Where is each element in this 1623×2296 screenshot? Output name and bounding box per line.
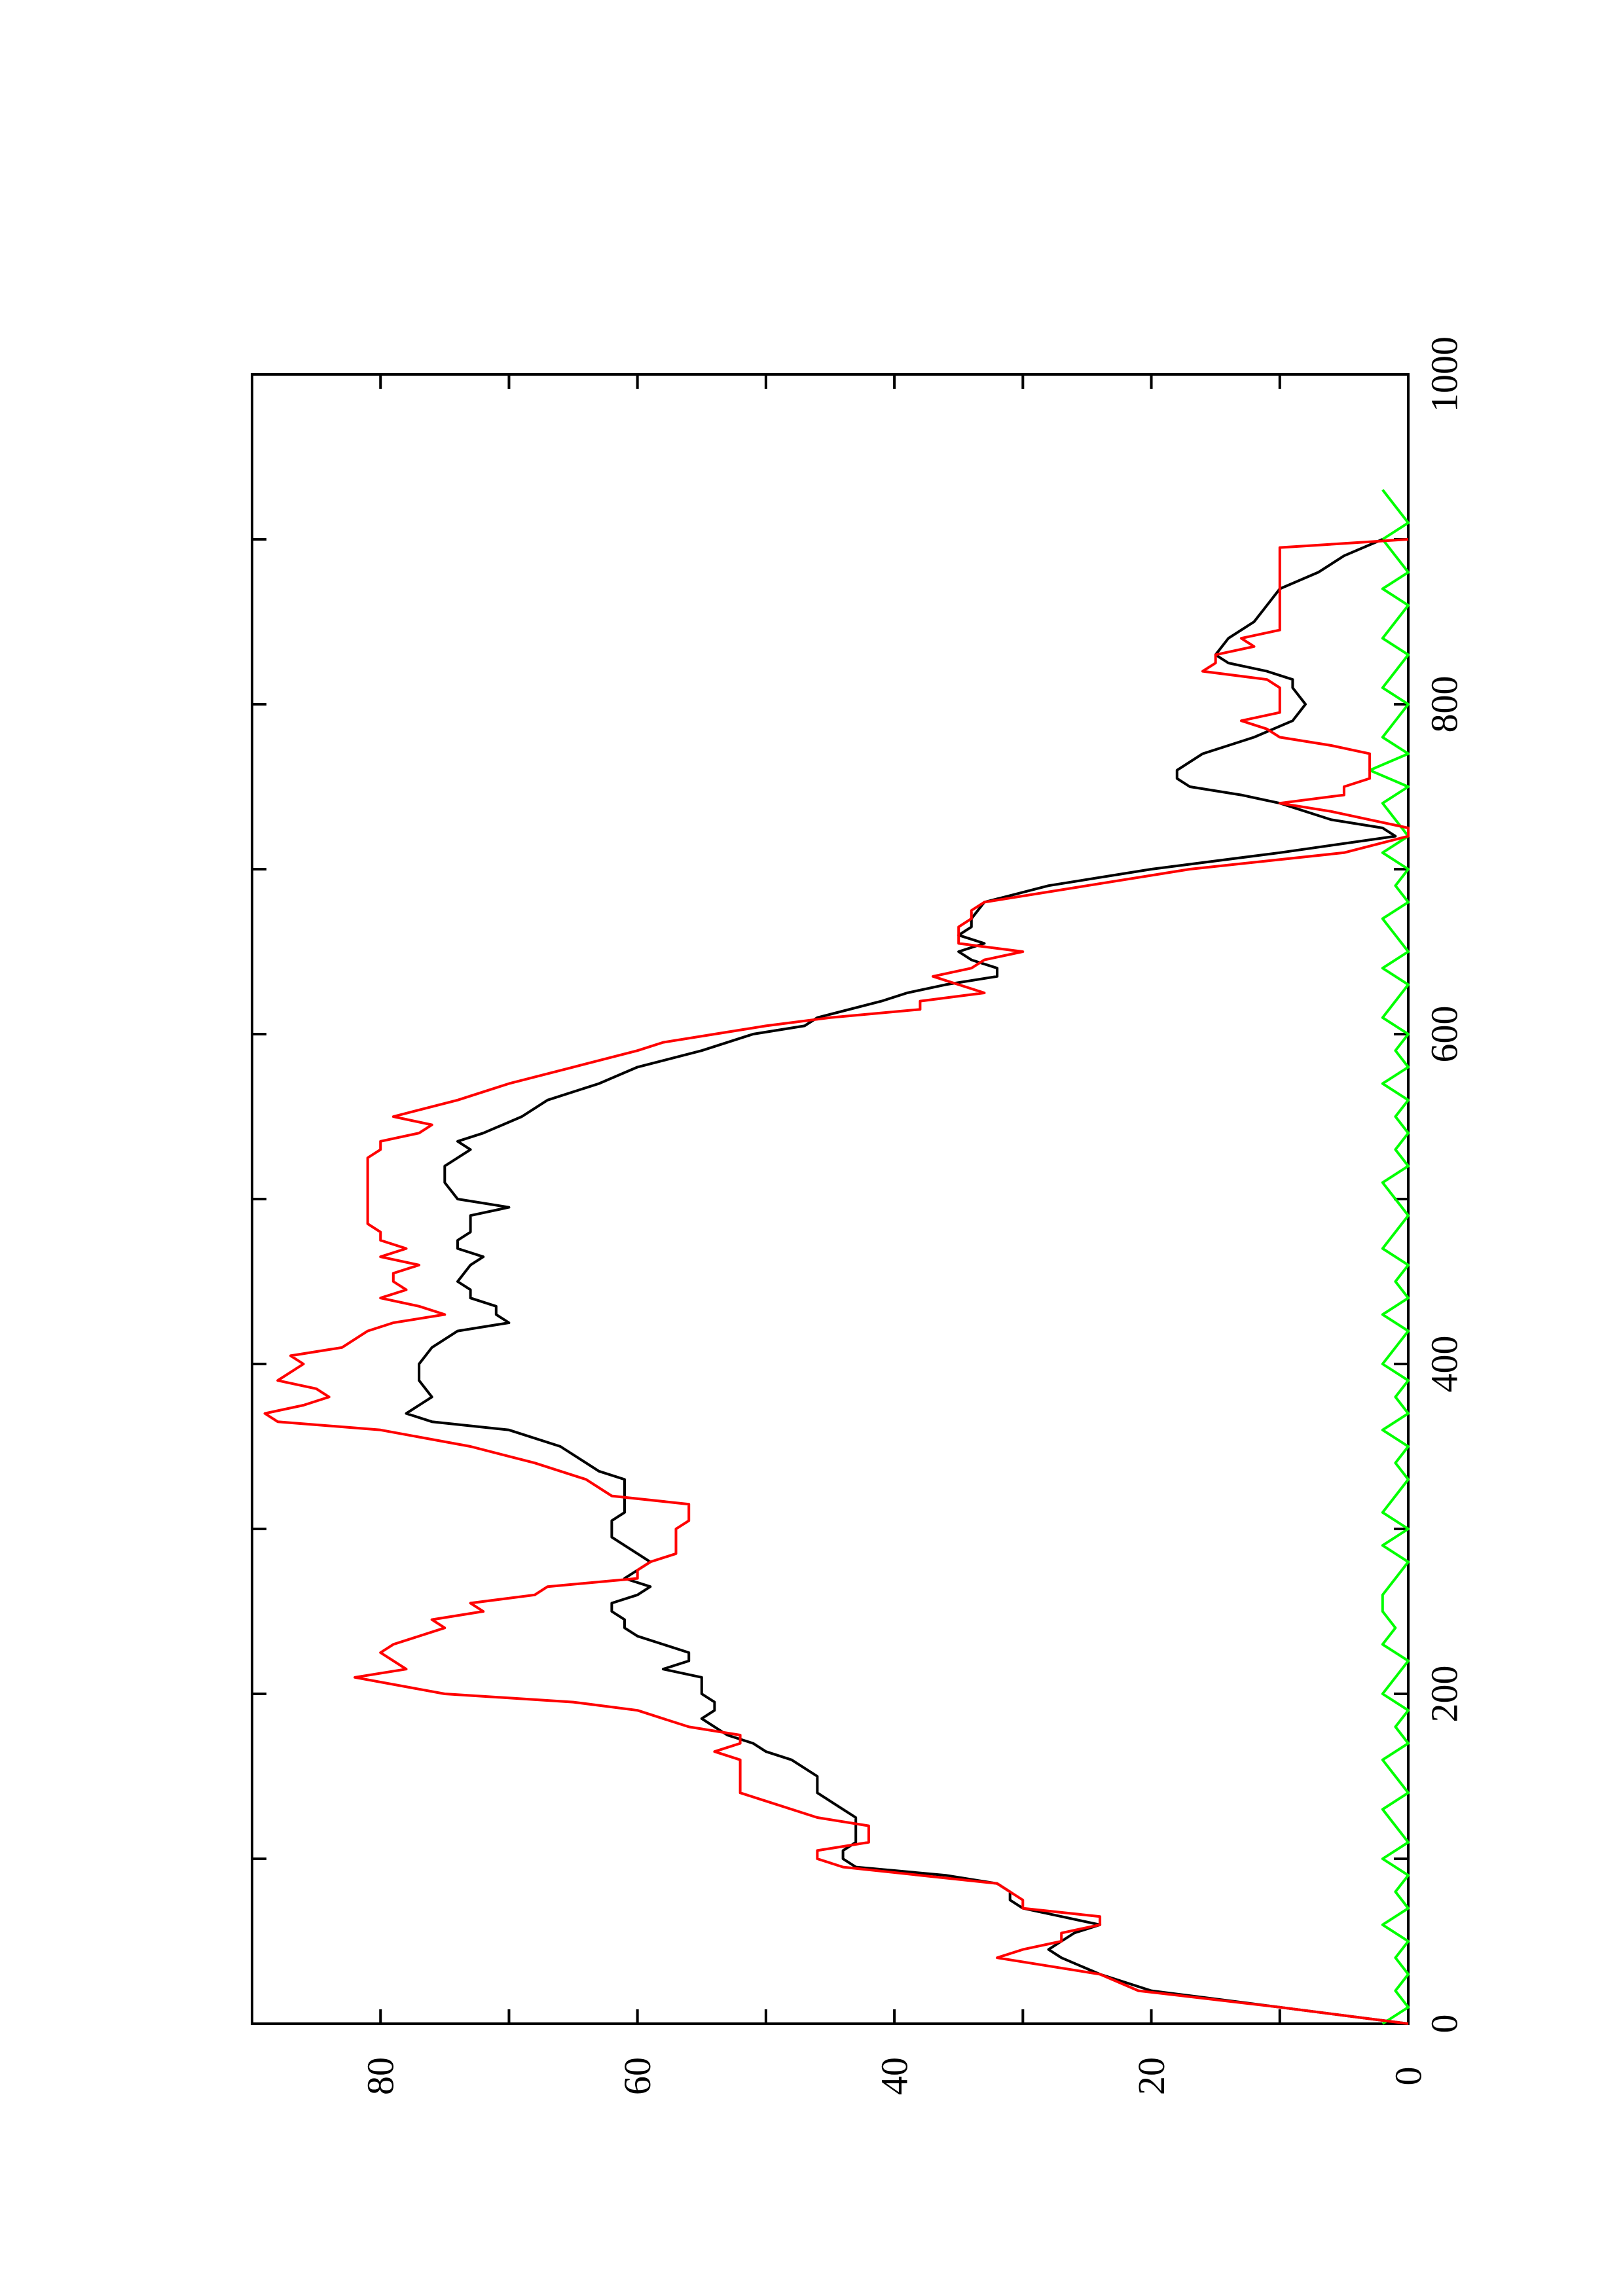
- series-line: [405, 538, 1409, 2025]
- y-tick-label: 20: [1130, 2057, 1173, 2095]
- axis-tick-labels: 0 200 400 600 800 1000 0 20 40 60 80: [359, 336, 1466, 2095]
- series-line: [263, 538, 1410, 2025]
- x-tick-label: 200: [1423, 1666, 1466, 1723]
- series-line: [1368, 489, 1410, 2025]
- y-tick-label: 60: [616, 2057, 659, 2095]
- plot-frame: [251, 373, 1410, 2025]
- axis-ticks: [252, 373, 1410, 2025]
- x-tick-label: 400: [1423, 1336, 1466, 1393]
- x-tick-label: 0: [1423, 2015, 1466, 2034]
- series-layer: [263, 489, 1410, 2025]
- y-tick-label: 40: [873, 2057, 916, 2095]
- x-tick-label: 600: [1423, 1006, 1466, 1063]
- x-tick-label: 800: [1423, 676, 1466, 733]
- y-tick-label: 0: [1387, 2067, 1430, 2086]
- y-tick-label: 80: [359, 2057, 402, 2095]
- x-tick-label: 1000: [1423, 336, 1466, 412]
